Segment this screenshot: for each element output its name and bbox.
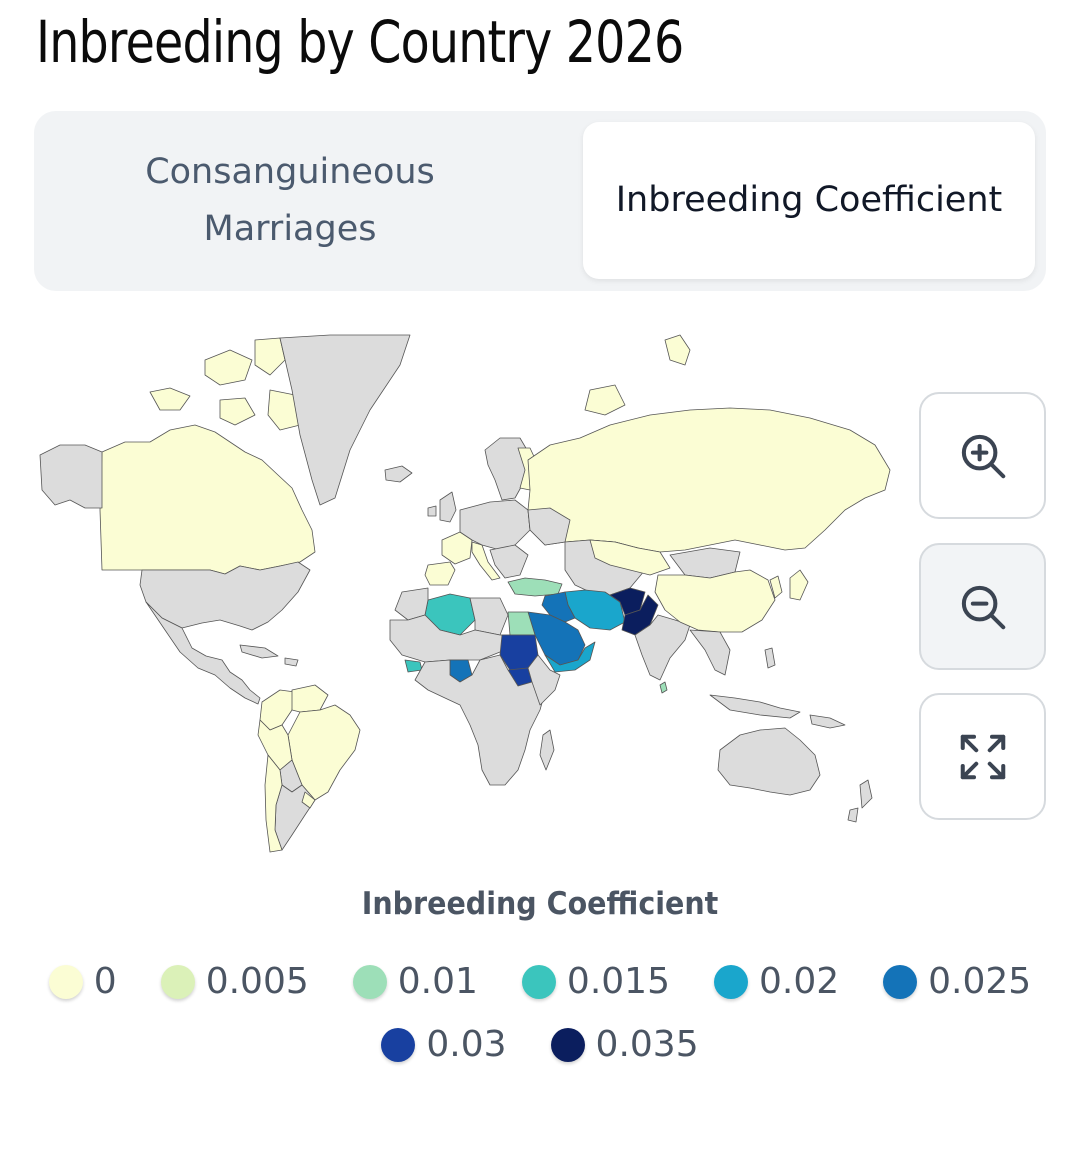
country-scandinavia[interactable]: [484, 437, 531, 501]
legend-item[interactable]: 0.035: [550, 1024, 699, 1065]
legend-label: 0.035: [595, 1024, 699, 1065]
legend-label: 0.03: [426, 1024, 507, 1065]
country-colombia[interactable]: [259, 689, 296, 731]
country-greenland[interactable]: [279, 334, 411, 506]
country-peru[interactable]: [257, 719, 293, 771]
fullscreen-button[interactable]: [919, 693, 1046, 820]
tab-inbreeding-coefficient[interactable]: Inbreeding Coefficient: [583, 122, 1035, 279]
legend-item[interactable]: 0.03: [381, 1024, 507, 1065]
country-india[interactable]: [634, 614, 691, 681]
country-iceland[interactable]: [384, 465, 413, 483]
country-canada[interactable]: [99, 424, 316, 575]
country-mexico[interactable]: [145, 601, 261, 705]
country-canada-islands[interactable]: [149, 337, 301, 431]
legend-item[interactable]: 0.025: [883, 961, 1031, 1002]
country-central-africa[interactable]: [414, 654, 546, 786]
country-west-africa-small[interactable]: [404, 659, 423, 673]
tab-bar: Consanguineous Marriages Inbreeding Coef…: [34, 111, 1046, 291]
country-indonesia[interactable]: [709, 694, 801, 719]
legend-swatch: [160, 964, 195, 999]
country-png[interactable]: [809, 714, 846, 729]
legend-swatch: [883, 964, 918, 999]
legend-label: 0: [93, 961, 117, 1002]
legend-swatch: [713, 964, 748, 999]
zoom-in-icon: [961, 434, 1005, 478]
country-pakistan[interactable]: [621, 594, 659, 636]
legend: 0 0.005 0.01 0.015 0.02 0.025 0.03 0.035: [0, 950, 1080, 1076]
legend-row-1: 0 0.005 0.01 0.015 0.02 0.025: [0, 950, 1080, 1013]
legend-swatch: [352, 964, 387, 999]
world-map[interactable]: [30, 330, 910, 865]
page-title: Inbreeding by Country 2026: [36, 8, 684, 76]
legend-item[interactable]: 0.015: [521, 961, 670, 1002]
legend-label: 0.02: [758, 961, 840, 1002]
country-russia-islands[interactable]: [584, 334, 691, 416]
tab-consanguineous-marriages[interactable]: Consanguineous Marriages: [145, 151, 435, 249]
legend-label: 0.01: [397, 961, 478, 1002]
country-italy[interactable]: [471, 541, 501, 581]
country-philippines[interactable]: [764, 647, 776, 669]
country-alaska[interactable]: [39, 444, 103, 509]
legend-item[interactable]: 0.005: [160, 961, 309, 1002]
country-yemen[interactable]: [544, 641, 596, 673]
country-korea-japan[interactable]: [769, 569, 809, 601]
country-sri-lanka[interactable]: [659, 681, 668, 694]
fullscreen-icon: [960, 734, 1005, 779]
country-uruguay[interactable]: [301, 791, 316, 809]
country-russia[interactable]: [527, 407, 891, 553]
country-cuba[interactable]: [239, 644, 299, 667]
country-australia[interactable]: [717, 727, 821, 796]
country-new-zealand[interactable]: [847, 779, 873, 823]
country-uk[interactable]: [427, 491, 457, 523]
legend-title: Inbreeding Coefficient: [361, 886, 719, 922]
country-horn-of-africa[interactable]: [527, 654, 561, 706]
legend-label: 0.005: [205, 961, 309, 1002]
legend-label: 0.025: [928, 961, 1032, 1002]
country-saudi-arabia[interactable]: [527, 611, 586, 666]
country-madagascar[interactable]: [539, 729, 555, 771]
country-iraq[interactable]: [541, 591, 576, 623]
legend-item[interactable]: 0.02: [713, 961, 840, 1002]
legend-swatch: [381, 1027, 416, 1062]
legend-label: 0.015: [566, 961, 670, 1002]
country-china[interactable]: [654, 569, 776, 633]
country-turkey[interactable]: [507, 577, 563, 597]
country-balkans[interactable]: [489, 544, 529, 579]
legend-row-2: 0.03 0.035: [0, 1013, 1080, 1076]
country-se-asia[interactable]: [689, 629, 731, 676]
country-chile[interactable]: [264, 754, 283, 853]
zoom-in-button[interactable]: [919, 392, 1046, 519]
legend-swatch: [521, 964, 556, 999]
country-spain[interactable]: [424, 561, 456, 586]
country-kazakhstan[interactable]: [589, 539, 671, 576]
legend-swatch: [550, 1027, 585, 1062]
country-venezuela[interactable]: [291, 684, 329, 713]
legend-swatch: [48, 964, 83, 999]
zoom-out-button[interactable]: [919, 543, 1046, 670]
world-map-svg[interactable]: [30, 330, 910, 865]
legend-item[interactable]: 0: [48, 961, 117, 1002]
country-libya[interactable]: [469, 597, 509, 636]
legend-item[interactable]: 0.01: [352, 961, 478, 1002]
zoom-out-icon: [961, 585, 1005, 629]
